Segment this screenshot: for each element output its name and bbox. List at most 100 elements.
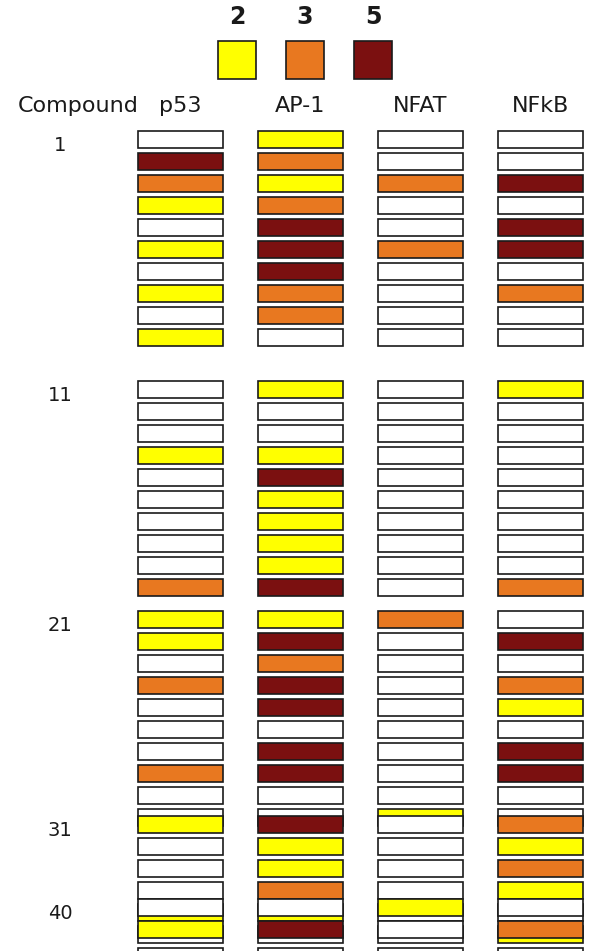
- Bar: [258, 860, 343, 877]
- Bar: [378, 447, 463, 464]
- Bar: [138, 787, 223, 804]
- Bar: [378, 403, 463, 420]
- Bar: [498, 926, 583, 943]
- Text: 1: 1: [54, 136, 66, 155]
- Bar: [498, 131, 583, 148]
- Bar: [378, 611, 463, 628]
- Bar: [258, 677, 343, 694]
- Bar: [378, 677, 463, 694]
- Bar: [498, 743, 583, 760]
- Bar: [258, 948, 343, 951]
- Bar: [138, 285, 223, 302]
- Bar: [378, 765, 463, 782]
- Bar: [258, 921, 343, 938]
- Bar: [378, 816, 463, 833]
- Bar: [498, 513, 583, 530]
- Bar: [378, 491, 463, 508]
- Text: 40: 40: [47, 904, 73, 923]
- Bar: [138, 263, 223, 280]
- Bar: [258, 765, 343, 782]
- Bar: [498, 904, 583, 921]
- Bar: [138, 425, 223, 442]
- Bar: [498, 285, 583, 302]
- Bar: [258, 787, 343, 804]
- Bar: [138, 197, 223, 214]
- Bar: [498, 677, 583, 694]
- Bar: [258, 926, 343, 943]
- Bar: [378, 557, 463, 574]
- Bar: [138, 904, 223, 921]
- Bar: [498, 329, 583, 346]
- Bar: [498, 469, 583, 486]
- Bar: [138, 447, 223, 464]
- Bar: [258, 579, 343, 596]
- Bar: [138, 699, 223, 716]
- Bar: [258, 809, 343, 826]
- Bar: [498, 579, 583, 596]
- Bar: [138, 926, 223, 943]
- Bar: [218, 41, 256, 79]
- Bar: [138, 535, 223, 552]
- Bar: [378, 787, 463, 804]
- Bar: [258, 175, 343, 192]
- Bar: [258, 491, 343, 508]
- Bar: [138, 655, 223, 672]
- Bar: [138, 307, 223, 324]
- Bar: [498, 307, 583, 324]
- Bar: [498, 557, 583, 574]
- Bar: [258, 425, 343, 442]
- Bar: [138, 860, 223, 877]
- Bar: [258, 381, 343, 398]
- Bar: [258, 655, 343, 672]
- Bar: [378, 838, 463, 855]
- Bar: [138, 513, 223, 530]
- Bar: [498, 175, 583, 192]
- Bar: [138, 329, 223, 346]
- Bar: [258, 329, 343, 346]
- Bar: [378, 655, 463, 672]
- Bar: [498, 860, 583, 877]
- Bar: [498, 948, 583, 951]
- Bar: [498, 491, 583, 508]
- Bar: [498, 721, 583, 738]
- Bar: [138, 579, 223, 596]
- Bar: [138, 809, 223, 826]
- Bar: [138, 469, 223, 486]
- Bar: [258, 557, 343, 574]
- Bar: [378, 633, 463, 650]
- Bar: [498, 809, 583, 826]
- Bar: [258, 285, 343, 302]
- Bar: [354, 41, 392, 79]
- Bar: [498, 447, 583, 464]
- Bar: [258, 743, 343, 760]
- Bar: [138, 721, 223, 738]
- Bar: [138, 153, 223, 170]
- Bar: [258, 263, 343, 280]
- Bar: [258, 219, 343, 236]
- Bar: [258, 307, 343, 324]
- Text: Compound: Compound: [18, 96, 139, 116]
- Text: 3: 3: [297, 5, 313, 29]
- Bar: [138, 241, 223, 258]
- Bar: [498, 882, 583, 899]
- Text: 21: 21: [47, 616, 73, 635]
- Bar: [498, 787, 583, 804]
- Bar: [378, 307, 463, 324]
- Bar: [378, 926, 463, 943]
- Bar: [498, 197, 583, 214]
- Bar: [378, 381, 463, 398]
- Bar: [138, 381, 223, 398]
- Bar: [378, 285, 463, 302]
- Bar: [378, 743, 463, 760]
- Bar: [498, 765, 583, 782]
- Bar: [286, 41, 324, 79]
- Bar: [378, 219, 463, 236]
- Bar: [498, 381, 583, 398]
- Bar: [258, 535, 343, 552]
- Text: p53: p53: [159, 96, 202, 116]
- Bar: [498, 611, 583, 628]
- Bar: [378, 513, 463, 530]
- Bar: [138, 557, 223, 574]
- Bar: [258, 153, 343, 170]
- Bar: [378, 131, 463, 148]
